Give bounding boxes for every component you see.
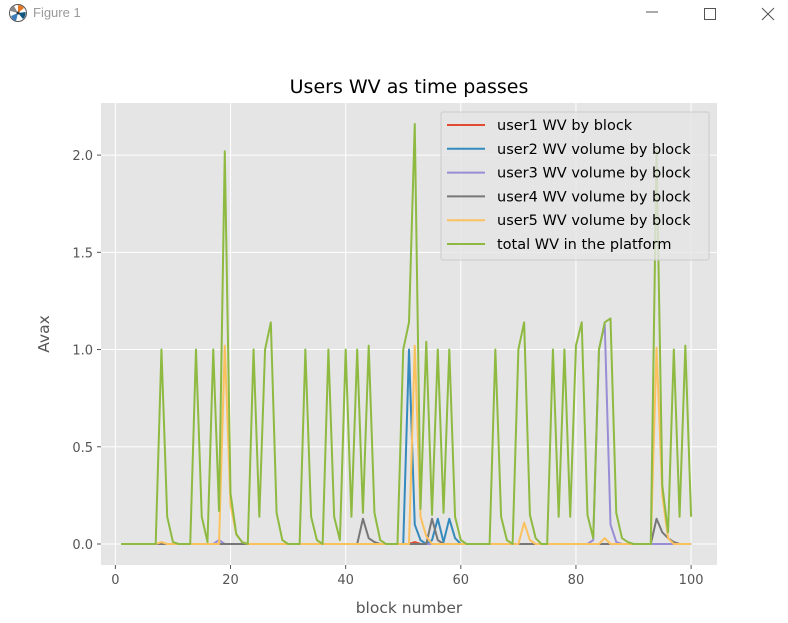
x-tick-label: 0 xyxy=(111,573,119,588)
y-tick-label: 1.5 xyxy=(72,246,93,261)
maximize-button[interactable] xyxy=(687,0,733,28)
close-icon xyxy=(761,7,775,21)
legend-label-2: user2 WV volume by block xyxy=(497,142,691,158)
minimize-button[interactable] xyxy=(629,0,675,28)
x-axis-label: block number xyxy=(356,599,463,617)
figure-canvas: 0.0 0.5 1.0 1.5 2.0 0 20 40 60 80 100 Users WV as… xyxy=(35,76,717,617)
y-tick-label: 0.0 xyxy=(72,538,93,553)
legend-box xyxy=(440,111,710,261)
x-tick-label: 80 xyxy=(568,573,585,588)
y-axis-label: Avax xyxy=(35,315,53,353)
matplotlib-logo-icon xyxy=(9,4,27,22)
legend-label-6: total WV in the platform xyxy=(497,237,671,253)
x-tick-label: 60 xyxy=(453,573,470,588)
legend-label-3: user3 WV volume by block xyxy=(497,166,691,182)
legend-label-5: user5 WV volume by block xyxy=(497,213,691,229)
legend: user1 WV by block user2 WV volume by bloc… xyxy=(440,111,710,261)
close-button[interactable] xyxy=(745,0,788,28)
x-axis-ticks: 0 20 40 60 80 100 xyxy=(111,565,704,588)
series-lines xyxy=(121,123,693,545)
series-line-5 xyxy=(121,344,692,545)
y-tick-label: 2.0 xyxy=(72,149,93,164)
series-line-6 xyxy=(121,123,693,545)
maximize-icon xyxy=(704,8,716,20)
x-tick-label: 100 xyxy=(679,573,704,588)
window-titlebar: Figure 1 xyxy=(0,0,788,28)
legend-label-4: user4 WV volume by block xyxy=(497,189,691,205)
x-tick-label: 40 xyxy=(337,573,354,588)
x-tick-label: 20 xyxy=(222,573,239,588)
window-title: Figure 1 xyxy=(33,5,81,20)
y-tick-label: 1.0 xyxy=(72,344,93,359)
y-tick-label: 0.5 xyxy=(72,441,93,456)
minimize-icon xyxy=(646,11,658,13)
chart-title: Users WV as time passes xyxy=(290,76,529,98)
legend-label-1: user1 WV by block xyxy=(497,118,633,134)
y-axis-ticks: 0.0 0.5 1.0 1.5 2.0 xyxy=(72,149,101,553)
